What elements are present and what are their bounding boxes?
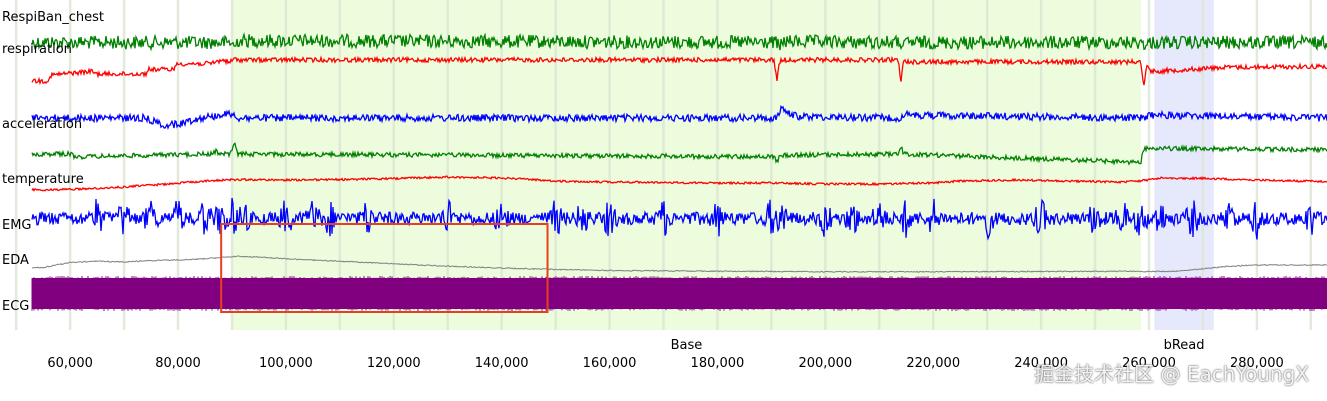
- x-tick-label: 80,000: [155, 356, 201, 371]
- x-tick-label: 120,000: [367, 356, 421, 371]
- trace-layer: [31, 31, 1327, 311]
- x-tick-label: 280,000: [1230, 356, 1284, 371]
- channel-label-ecg: ECG: [2, 299, 29, 314]
- channel-label-acceleration: acceleration: [2, 117, 82, 132]
- ecg-trace: [31, 276, 1327, 311]
- device-title: RespiBan_chest: [2, 10, 104, 25]
- x-tick-label: 220,000: [906, 356, 960, 371]
- trace-temperature: [31, 175, 1327, 192]
- channel-label-eda: EDA: [2, 253, 29, 268]
- x-tick-label: 60,000: [47, 356, 93, 371]
- x-tick-label: 200,000: [798, 356, 852, 371]
- trace-line: [31, 255, 1327, 273]
- x-tick-label: 140,000: [475, 356, 529, 371]
- x-tick-label: 160,000: [583, 356, 637, 371]
- trace-line: [31, 175, 1327, 192]
- x-axis: 60,000 80,000 100,000 120,000 140,000 160,000…: [47, 338, 1283, 371]
- x-tick-label: 180,000: [691, 356, 745, 371]
- annotation-layer: [220, 223, 549, 313]
- trace-respiration: [31, 31, 1327, 52]
- highlight-box: [220, 223, 549, 313]
- region-label-base: Base: [671, 338, 703, 353]
- trace-line: [31, 31, 1327, 52]
- x-tick-label: 240,000: [1014, 356, 1068, 371]
- region-base: [231, 0, 1141, 330]
- x-tick-label: 100,000: [259, 356, 313, 371]
- region-label-bread: bRead: [1164, 338, 1205, 353]
- trace-line: [31, 55, 1327, 86]
- trace-acceleration: [31, 104, 1327, 131]
- trace-line: [31, 142, 1327, 166]
- watermark-text: 掘金技术社区 @ EachYoungX: [1034, 362, 1309, 386]
- label-layer: RespiBan_chest respiration acceleration te…: [2, 10, 104, 314]
- trace-EDA: [31, 255, 1327, 273]
- trace-channel-1: [31, 55, 1327, 86]
- channel-label-temperature: temperature: [2, 172, 84, 187]
- trace-channel-3: [31, 142, 1327, 166]
- x-tick-label: 260,000: [1122, 356, 1176, 371]
- channel-label-emg: EMG: [2, 218, 32, 233]
- channel-label-respiration: respiration: [2, 42, 72, 57]
- trace-ECG: [31, 276, 1327, 311]
- grid-layer: [14, 0, 1313, 330]
- trace-line: [31, 104, 1327, 131]
- trace-line: [31, 197, 1327, 241]
- trace-EMG: [31, 197, 1327, 241]
